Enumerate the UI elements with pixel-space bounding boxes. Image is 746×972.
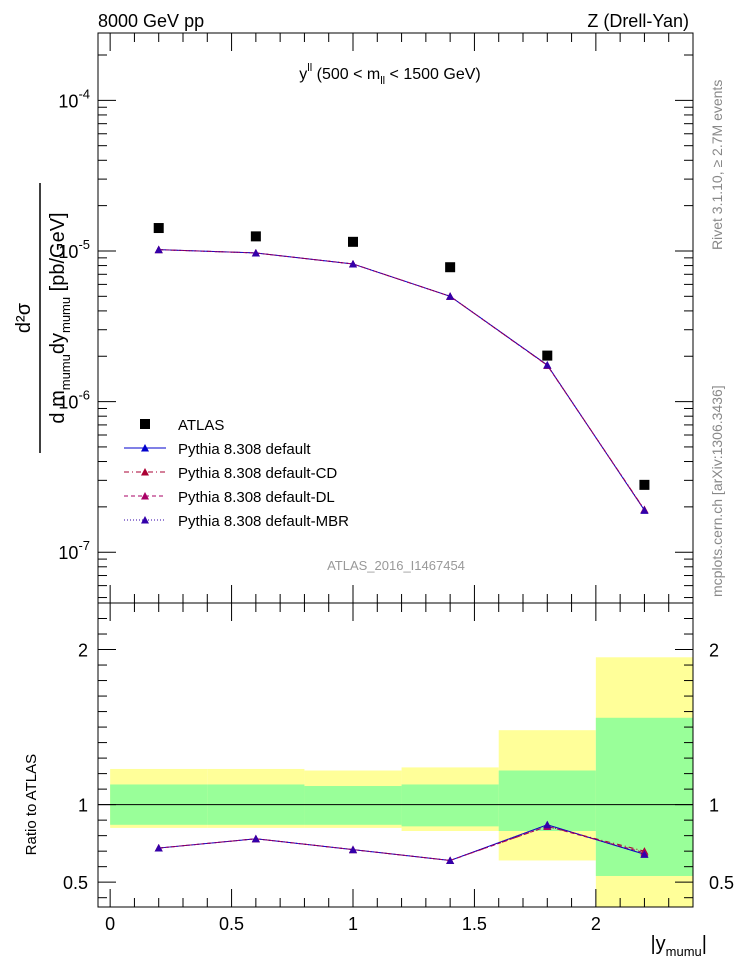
analysis-watermark: ATLAS_2016_I1467454 (327, 558, 465, 573)
ratio-y-tick-label: 1 (78, 796, 88, 816)
legend-data-label: ATLAS (178, 417, 224, 434)
data-point (445, 262, 456, 273)
series-line-3 (158, 249, 645, 511)
ratio-series-marker (154, 844, 163, 852)
uncertainty-band-inner (304, 786, 402, 825)
uncertainty-band-inner (401, 784, 499, 827)
ratio-series-line-1 (158, 825, 645, 861)
series-marker (154, 245, 163, 254)
ratio-series-line-3 (158, 824, 645, 861)
ratio-series-marker (640, 850, 649, 858)
y-tick-label: 10-7 (58, 538, 90, 563)
legend-marker (141, 492, 149, 500)
ratio-y-tick-label-right: 2 (709, 641, 719, 661)
x-axis-label: |ymumu| (650, 933, 707, 959)
x-tick-label: 1.5 (462, 914, 487, 934)
ratio-y-axis-label: Ratio to ATLAS (23, 754, 40, 855)
ratio-y-tick-label-right: 1 (709, 796, 719, 816)
x-tick-label: 0 (105, 914, 115, 934)
series-marker (543, 360, 552, 369)
legend-marker (141, 468, 149, 476)
data-point (250, 231, 261, 242)
data-point (348, 236, 358, 247)
legend-data-marker (140, 419, 150, 429)
collision-label: 8000 GeV pp (98, 11, 204, 31)
y-axis-denominator: d mmumudymumu [pb/GeV] (47, 212, 73, 423)
y-tick-label: 10-4 (58, 86, 90, 111)
legend-label: Pythia 8.308 default-MBR (178, 513, 349, 530)
x-tick-label: 2 (591, 914, 601, 934)
x-tick-label: 1 (348, 914, 358, 934)
data-point (153, 223, 164, 234)
ratio-y-tick-label-right: 0.5 (709, 873, 734, 893)
series-marker (349, 259, 357, 268)
ratio-y-tick-label: 0.5 (63, 873, 88, 893)
y-axis-numerator: d²σ (13, 302, 35, 333)
legend-label: Pythia 8.308 default-CD (178, 465, 337, 482)
ratio-series-marker (251, 834, 260, 843)
series-marker (640, 506, 649, 514)
legend-label: Pythia 8.308 default-DL (178, 489, 335, 506)
x-tick-label: 0.5 (219, 914, 244, 934)
legend-marker (141, 444, 149, 452)
rivet-label: Rivet 3.1.10, ≥ 2.7M events (709, 80, 725, 250)
ratio-series-marker (543, 820, 552, 829)
process-label: Z (Drell-Yan) (587, 11, 689, 31)
series-marker (251, 248, 260, 257)
ratio-series-marker (349, 845, 357, 854)
ratio-y-tick-label: 2 (78, 641, 88, 661)
chart-title: yll (500 < mll < 1500 GeV) (299, 62, 480, 87)
legend-label: Pythia 8.308 default (178, 441, 311, 458)
mcplots-label: mcplots.cern.ch [arXiv:1306.3436] (709, 385, 725, 597)
ratio-series-marker (446, 856, 455, 864)
data-point (639, 479, 650, 490)
y-axis-label: d²σ d mmumudymumu [pb/GeV] (13, 183, 73, 453)
data-point (542, 350, 553, 361)
series-marker (446, 292, 455, 300)
ratio-panel: 0.5 0.5 1 1 2 2 0 0.5 1 1.5 2 Ratio to ATLAS |ymumu| (23, 602, 734, 959)
ratio-frame (97, 602, 694, 908)
legend-marker (141, 516, 149, 524)
